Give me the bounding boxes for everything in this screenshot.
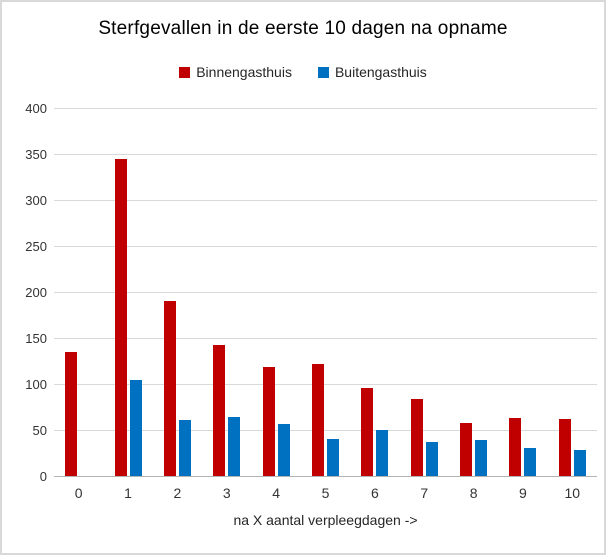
legend-swatch-buitengasthuis xyxy=(317,66,329,78)
bar-binnengasthuis-day-10 xyxy=(558,419,571,476)
y-tick-label-300: 300 xyxy=(25,193,47,208)
bar-buitengasthuis-day-3 xyxy=(228,417,241,476)
bar-group-day-1 xyxy=(103,109,152,476)
bar-buitengasthuis-day-7 xyxy=(425,442,438,476)
bar-group-day-8 xyxy=(449,109,498,476)
x-tick-label-10: 10 xyxy=(564,485,581,501)
x-tick-label-3: 3 xyxy=(222,485,231,501)
bar-buitengasthuis-day-9 xyxy=(524,447,537,476)
bar-binnengasthuis-day-4 xyxy=(262,367,275,476)
gridline-y-200 xyxy=(54,292,597,293)
bar-group-day-0 xyxy=(54,109,103,476)
bar-buitengasthuis-day-6 xyxy=(376,430,389,476)
y-tick-label-150: 150 xyxy=(25,331,47,346)
legend-item-binnengasthuis: Binnengasthuis xyxy=(179,64,292,80)
x-axis-title: na X aantal verpleegdagen -> xyxy=(233,512,418,528)
bar-binnengasthuis-day-6 xyxy=(361,387,374,476)
x-tick-label-9: 9 xyxy=(519,485,527,501)
bar-group-day-10 xyxy=(548,109,597,476)
y-tick-label-350: 350 xyxy=(25,147,47,162)
bar-group-day-3 xyxy=(202,109,251,476)
gridline-y-150 xyxy=(54,338,597,339)
bar-binnengasthuis-day-2 xyxy=(163,301,176,476)
gridline-y-50 xyxy=(54,430,597,431)
y-tick-label-200: 200 xyxy=(25,285,47,300)
gridline-y-300 xyxy=(54,200,597,201)
y-tick-label-400: 400 xyxy=(25,101,47,116)
bar-binnengasthuis-day-7 xyxy=(410,398,423,476)
bar-group-day-7 xyxy=(400,109,449,476)
chart-title: Sterfgevallen in de eerste 10 dagen na o… xyxy=(98,18,508,39)
x-tick-label-8: 8 xyxy=(469,485,478,501)
legend-item-buitengasthuis: Buitengasthuis xyxy=(317,64,427,80)
bar-group-day-6 xyxy=(350,109,399,476)
bar-binnengasthuis-day-0 xyxy=(65,351,78,476)
legend: Binnengasthuis Buitengasthuis xyxy=(2,64,604,80)
x-tick-label-4: 4 xyxy=(272,485,281,501)
bar-binnengasthuis-day-5 xyxy=(311,363,324,476)
y-tick-label-250: 250 xyxy=(25,239,47,254)
gridline-y-100 xyxy=(54,384,597,385)
x-tick-label-7: 7 xyxy=(420,485,429,501)
bar-binnengasthuis-day-9 xyxy=(509,418,522,476)
bar-buitengasthuis-day-1 xyxy=(129,380,142,476)
bar-group-day-4 xyxy=(251,109,300,476)
x-tick-label-6: 6 xyxy=(370,485,379,501)
bar-buitengasthuis-day-4 xyxy=(277,423,290,476)
bar-binnengasthuis-day-3 xyxy=(213,345,226,476)
bar-buitengasthuis-day-8 xyxy=(475,440,488,476)
gridline-y-350 xyxy=(54,154,597,155)
bar-buitengasthuis-day-2 xyxy=(178,419,191,476)
plot-area xyxy=(54,108,597,477)
bar-group-day-9 xyxy=(498,109,547,476)
bar-binnengasthuis-day-1 xyxy=(114,158,127,476)
bar-buitengasthuis-day-5 xyxy=(326,439,339,476)
bar-group-day-5 xyxy=(301,109,350,476)
bar-group-day-2 xyxy=(153,109,202,476)
y-tick-label-0: 0 xyxy=(39,469,47,484)
x-tick-label-2: 2 xyxy=(173,485,182,501)
legend-swatch-binnengasthuis xyxy=(179,66,191,78)
gridline-y-400 xyxy=(54,108,597,109)
y-tick-label-100: 100 xyxy=(25,377,47,392)
x-tick-label-1: 1 xyxy=(124,485,132,501)
bar-buitengasthuis-day-10 xyxy=(573,450,586,476)
x-tick-label-0: 0 xyxy=(74,485,83,501)
y-tick-label-50: 50 xyxy=(32,423,47,438)
gridline-y-250 xyxy=(54,246,597,247)
legend-label-buitengasthuis: Buitengasthuis xyxy=(334,64,427,80)
legend-label-binnengasthuis: Binnengasthuis xyxy=(196,64,292,80)
x-tick-label-5: 5 xyxy=(321,485,330,501)
bar-binnengasthuis-day-8 xyxy=(460,422,473,476)
